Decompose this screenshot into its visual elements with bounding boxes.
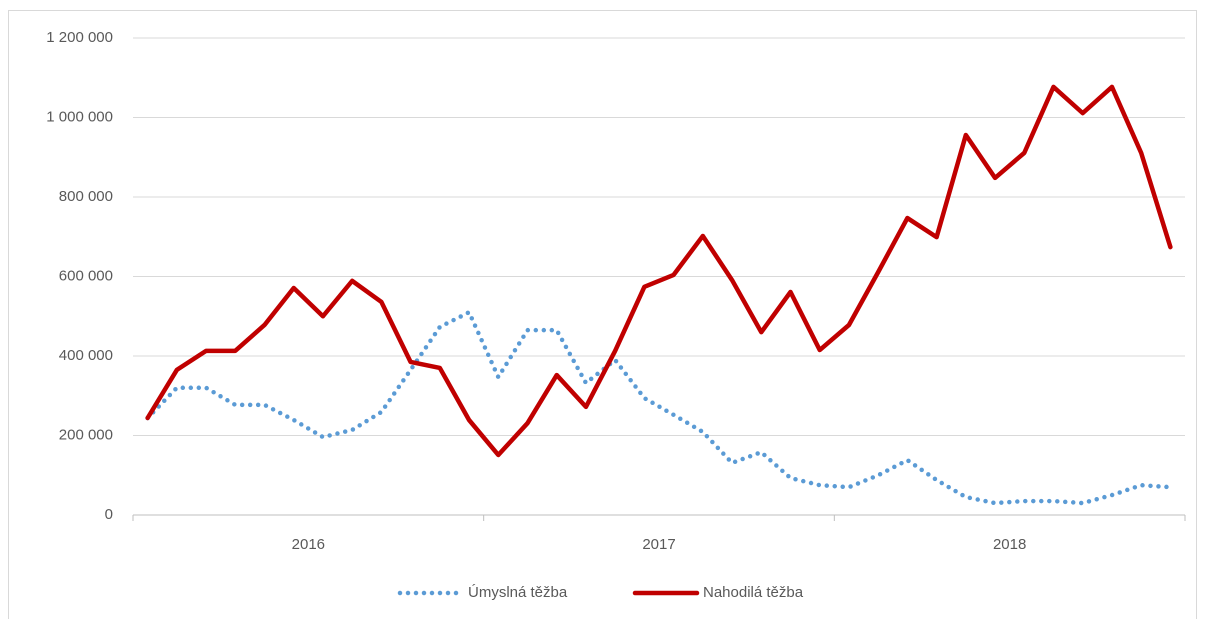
y-tick-label: 400 000 (59, 347, 113, 364)
series-line (145, 84, 1173, 458)
y-tick-label: 800 000 (59, 188, 113, 205)
y-tick-label: 200 000 (59, 426, 113, 443)
y-tick-label: 1 200 000 (46, 29, 113, 46)
x-group-label: 2017 (642, 536, 675, 553)
legend-label: Úmyslná těžba (468, 584, 568, 601)
x-group-label: 2018 (993, 536, 1026, 553)
legend-label: Nahodilá těžba (703, 584, 804, 601)
y-tick-label: 0 (105, 506, 113, 523)
series-line (145, 310, 1173, 506)
y-tick-label: 1 000 000 (46, 108, 113, 125)
chart-frame (8, 10, 1197, 619)
y-tick-label: 600 000 (59, 267, 113, 284)
x-group-label: 2016 (292, 536, 325, 553)
